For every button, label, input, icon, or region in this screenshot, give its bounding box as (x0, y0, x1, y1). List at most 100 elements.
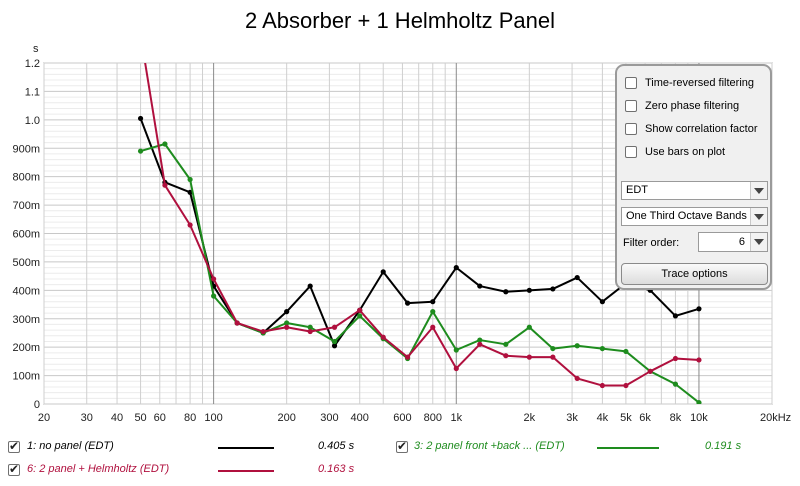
filter-order-value: 6 (738, 236, 745, 248)
bars-on-plot-checkbox[interactable]: Use bars on plot (625, 146, 725, 158)
band-select[interactable]: One Third Octave Bands (621, 207, 768, 226)
data-point (260, 328, 266, 335)
data-point (453, 347, 459, 353)
data-point (284, 309, 290, 315)
data-point (696, 357, 702, 363)
options-panel: Time-reversed filtering Zero phase filte… (615, 64, 772, 290)
data-point (430, 299, 436, 305)
x-tick-label: 40 (111, 412, 123, 424)
legend-value-3: 0.191 s (705, 440, 742, 452)
checkbox-box[interactable] (625, 100, 637, 112)
data-point (307, 328, 313, 335)
data-point (137, 115, 144, 122)
x-tick-label: 3k (566, 412, 578, 424)
checkbox-box[interactable] (625, 146, 637, 158)
checkbox-box[interactable] (625, 77, 637, 89)
x-tick-label: 6k (639, 412, 651, 424)
y-tick-label: 100m (12, 371, 40, 383)
data-point (211, 293, 217, 299)
data-point (331, 324, 338, 330)
data-point (137, 148, 144, 154)
checkbox-box[interactable] (625, 123, 637, 135)
x-tick-label: 80 (184, 412, 196, 424)
legend-swatch-3 (597, 447, 659, 449)
metric-select[interactable]: EDT (621, 181, 768, 200)
data-point (623, 382, 629, 389)
data-point (574, 375, 580, 382)
data-point (672, 381, 679, 387)
x-tick-label: 400 (351, 412, 369, 424)
metric-select-value: EDT (626, 184, 648, 196)
data-point (550, 286, 556, 292)
data-point (307, 283, 313, 289)
filter-order-label: Filter order: (623, 237, 680, 249)
data-point (162, 141, 168, 147)
data-point (503, 341, 509, 347)
legend-swatch-6 (218, 470, 274, 472)
x-tick-label: 50 (134, 412, 146, 424)
x-tick-label: 300 (320, 412, 338, 424)
data-point (357, 307, 363, 313)
data-point (550, 345, 556, 352)
data-point (284, 324, 290, 330)
x-tick-label: 4k (597, 412, 609, 424)
y-tick-label: 0 (34, 399, 40, 411)
chevron-down-icon[interactable] (750, 233, 767, 251)
x-tick-label: 8k (670, 412, 682, 424)
legend-checkbox-6[interactable] (8, 462, 20, 476)
band-select-value: One Third Octave Bands (626, 210, 747, 222)
data-point (526, 324, 532, 330)
legend-label-6: 6: 2 panel + Helmholtz (EDT) (27, 463, 170, 475)
data-point (307, 324, 313, 330)
chevron-down-icon[interactable] (750, 182, 767, 199)
x-tick-label: 2k (524, 412, 536, 424)
data-point (599, 382, 605, 389)
data-point (284, 320, 290, 326)
x-tick-label: 10k (690, 412, 708, 424)
trace-options-button[interactable]: Trace options (621, 263, 768, 285)
x-tick-label: 600 (393, 412, 411, 424)
y-tick-label: 400m (12, 285, 40, 297)
show-correlation-checkbox[interactable]: Show correlation factor (625, 123, 758, 135)
legend-label-1: 1: no panel (EDT) (27, 440, 114, 452)
series-group (137, 63, 702, 404)
data-point (672, 313, 679, 319)
data-point (477, 341, 483, 347)
data-point (503, 353, 509, 359)
x-tick-label: 20kHz (760, 412, 791, 424)
data-point (672, 355, 679, 362)
data-point (477, 283, 483, 289)
x-tick-label: 20 (38, 412, 50, 424)
data-point (574, 343, 580, 349)
filter-order-select[interactable]: 6 (698, 232, 768, 252)
data-point (211, 276, 217, 282)
x-tick-label: 1k (450, 412, 462, 424)
x-tick-label: 5k (620, 412, 632, 424)
data-point (574, 274, 580, 281)
y-tick-label: 800m (12, 172, 40, 184)
y-tick-label: 1.2 (25, 58, 40, 70)
data-point (477, 337, 483, 343)
data-point (234, 320, 240, 326)
y-tick-label: 500m (12, 257, 40, 269)
y-tick-label: 200m (12, 342, 40, 354)
checkbox-label: Zero phase filtering (645, 100, 740, 112)
data-point (453, 365, 459, 372)
data-point (696, 306, 702, 312)
legend-checkbox-3[interactable] (396, 439, 408, 453)
x-tick-label: 30 (81, 412, 93, 424)
legend-label-3: 3: 2 panel front +back ... (EDT) (414, 440, 565, 452)
time-reversed-checkbox[interactable]: Time-reversed filtering (625, 77, 754, 89)
series-line (144, 63, 166, 186)
legend-checkbox-1[interactable] (8, 439, 20, 453)
data-point (430, 324, 436, 330)
data-point (404, 300, 411, 306)
y-tick-label: 1.0 (25, 115, 40, 127)
checkbox-label: Use bars on plot (645, 146, 726, 158)
zero-phase-checkbox[interactable]: Zero phase filtering (625, 100, 739, 112)
data-point (599, 299, 605, 305)
data-point (503, 289, 509, 295)
y-tick-label: 300m (12, 314, 40, 326)
chevron-down-icon[interactable] (750, 208, 767, 225)
data-point (550, 354, 556, 360)
